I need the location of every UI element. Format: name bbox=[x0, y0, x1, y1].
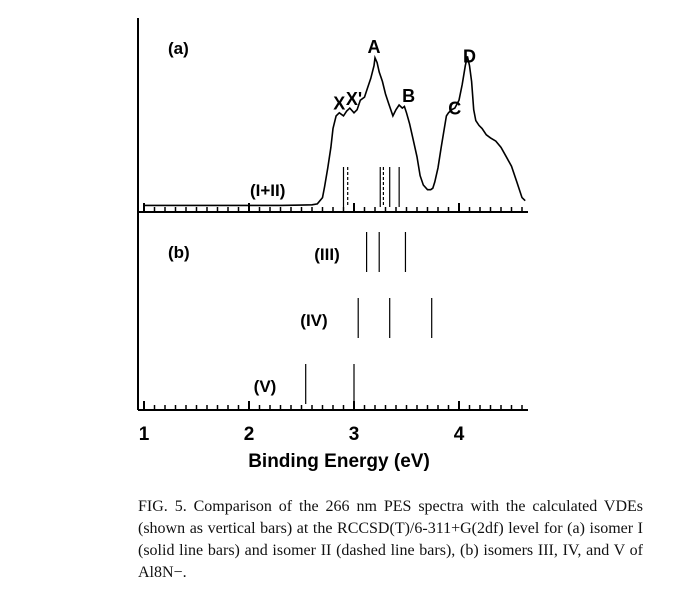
pes-figure: (a) (I+II) X X' A B C D (b) (III) (IV) (V) 1 2 3 4… bbox=[137, 18, 528, 472]
pes-spectrum-line bbox=[144, 54, 526, 207]
isomer-label: (IV) bbox=[300, 311, 327, 330]
isomer-row: (V) bbox=[254, 364, 355, 404]
x-tick-label: 3 bbox=[349, 424, 360, 445]
panel-a: (a) (I+II) X X' A B C D bbox=[137, 18, 528, 213]
isomer-row: (IV) bbox=[300, 298, 433, 338]
peak-label: B bbox=[402, 86, 415, 106]
panel-b: (b) (III) (IV) (V) 1 2 3 4 Binding Energy (eV… bbox=[137, 203, 528, 472]
peak-label: X bbox=[333, 94, 345, 114]
peak-label: X' bbox=[346, 89, 362, 109]
peak-labels: X X' A B C D bbox=[333, 37, 476, 118]
panel-a-vde-bars bbox=[342, 167, 400, 207]
isomer-row: (III) bbox=[314, 232, 407, 272]
isomer-rows: (III) (IV) (V) bbox=[254, 232, 433, 404]
figure-caption: FIG. 5. Comparison of the 266 nm PES spe… bbox=[138, 498, 643, 581]
isomer-label: (V) bbox=[254, 377, 277, 396]
x-axis-label: Binding Energy (eV) bbox=[248, 451, 430, 472]
panel-b-label: (b) bbox=[168, 243, 190, 262]
x-axis-ticks bbox=[143, 203, 523, 410]
panel-a-trace-label: (I+II) bbox=[250, 181, 285, 200]
x-tick-label: 1 bbox=[139, 424, 150, 445]
peak-label: C bbox=[448, 98, 461, 118]
panel-a-label: (a) bbox=[168, 39, 189, 58]
peak-label: A bbox=[368, 37, 381, 57]
x-tick-label: 2 bbox=[244, 424, 255, 445]
x-tick-label: 4 bbox=[454, 424, 465, 445]
peak-label: D bbox=[463, 47, 476, 67]
x-tick-labels: 1 2 3 4 bbox=[139, 424, 465, 445]
isomer-label: (III) bbox=[314, 245, 340, 264]
